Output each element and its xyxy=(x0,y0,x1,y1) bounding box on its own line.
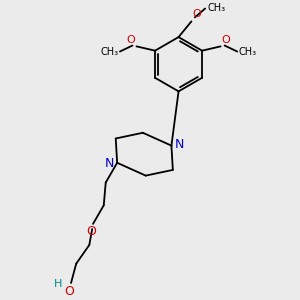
Text: O: O xyxy=(193,9,201,20)
Text: CH₃: CH₃ xyxy=(207,3,226,13)
Text: O: O xyxy=(127,35,135,45)
Text: O: O xyxy=(221,35,230,45)
Text: H: H xyxy=(53,279,62,290)
Text: N: N xyxy=(104,157,114,170)
Text: O: O xyxy=(65,285,74,298)
Text: CH₃: CH₃ xyxy=(239,46,257,56)
Text: N: N xyxy=(175,138,184,151)
Text: CH₃: CH₃ xyxy=(100,46,118,56)
Text: O: O xyxy=(87,225,97,238)
